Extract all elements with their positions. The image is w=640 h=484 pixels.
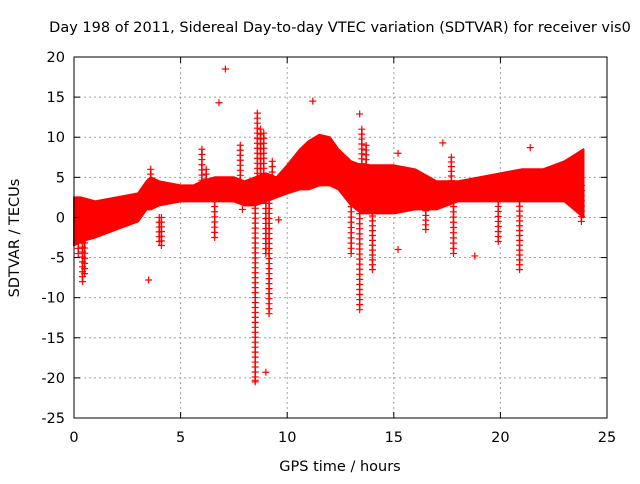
x-tick-label: 25 [598,430,616,446]
spike-point [516,266,524,274]
outlier-point [262,368,270,376]
spike-point [202,165,210,173]
spike-point [358,125,366,133]
outlier-point [238,205,246,213]
spike-point [236,141,244,149]
y-tick-label: -25 [41,411,65,427]
x-tick-label: 20 [491,430,509,446]
y-tick-label: 20 [47,50,65,66]
tick-layer: 0 5 10 15 20 25 -25 -20 -15 -10 -5 0 5 10 15 20 [41,50,616,446]
spike-point [253,109,261,117]
outlier-layer [145,65,534,384]
plot-frame [73,56,608,419]
x-tick-label: 5 [176,430,185,446]
spike-point [347,250,355,258]
outlier-point [526,144,534,152]
outlier-point [356,110,364,118]
y-tick-label: 10 [47,130,65,146]
y-tick-label: 5 [56,170,65,186]
spike-point [74,250,82,258]
y-tick-label: 0 [56,210,65,226]
spike-layer [74,109,585,386]
outlier-point [394,149,402,157]
spike-point [79,278,87,286]
y-tick-label: -5 [51,251,65,267]
spike-point [198,145,206,153]
spike-point [577,217,585,225]
spike-point [265,310,273,318]
outlier-point [394,246,402,254]
spike-point [157,242,165,250]
spike-point [494,238,502,246]
y-tick-label: 15 [47,90,65,106]
spike-point [356,306,364,314]
outlier-point [251,376,259,384]
x-tick-label: 0 [69,430,78,446]
spike-point [211,234,219,241]
spike-point [268,157,276,165]
spike-point [447,153,455,161]
x-axis-label: GPS time / hours [279,459,400,475]
spike-point [81,270,89,278]
outlier-point [471,252,479,260]
spike-point [260,129,268,137]
outlier-point [309,97,317,105]
y-tick-label: -10 [41,291,65,307]
outlier-point [145,276,153,284]
x-tick-label: 10 [278,430,296,446]
spike-point [368,266,376,274]
spike-point [449,250,457,258]
y-tick-label: -15 [41,331,65,347]
x-tick-label: 15 [385,430,403,446]
spike-point [147,165,155,173]
outlier-point [215,99,223,107]
outlier-point [275,216,283,224]
chart-title: Day 198 of 2011, Sidereal Day-to-day VTE… [49,20,631,36]
spike-point [422,225,430,233]
spike-point [257,125,265,133]
y-axis-label: SDTVAR / TECUs [7,179,23,298]
outlier-point [221,65,229,73]
spike-point [362,141,370,149]
y-tick-label: -20 [41,371,65,387]
outlier-point [439,139,447,147]
